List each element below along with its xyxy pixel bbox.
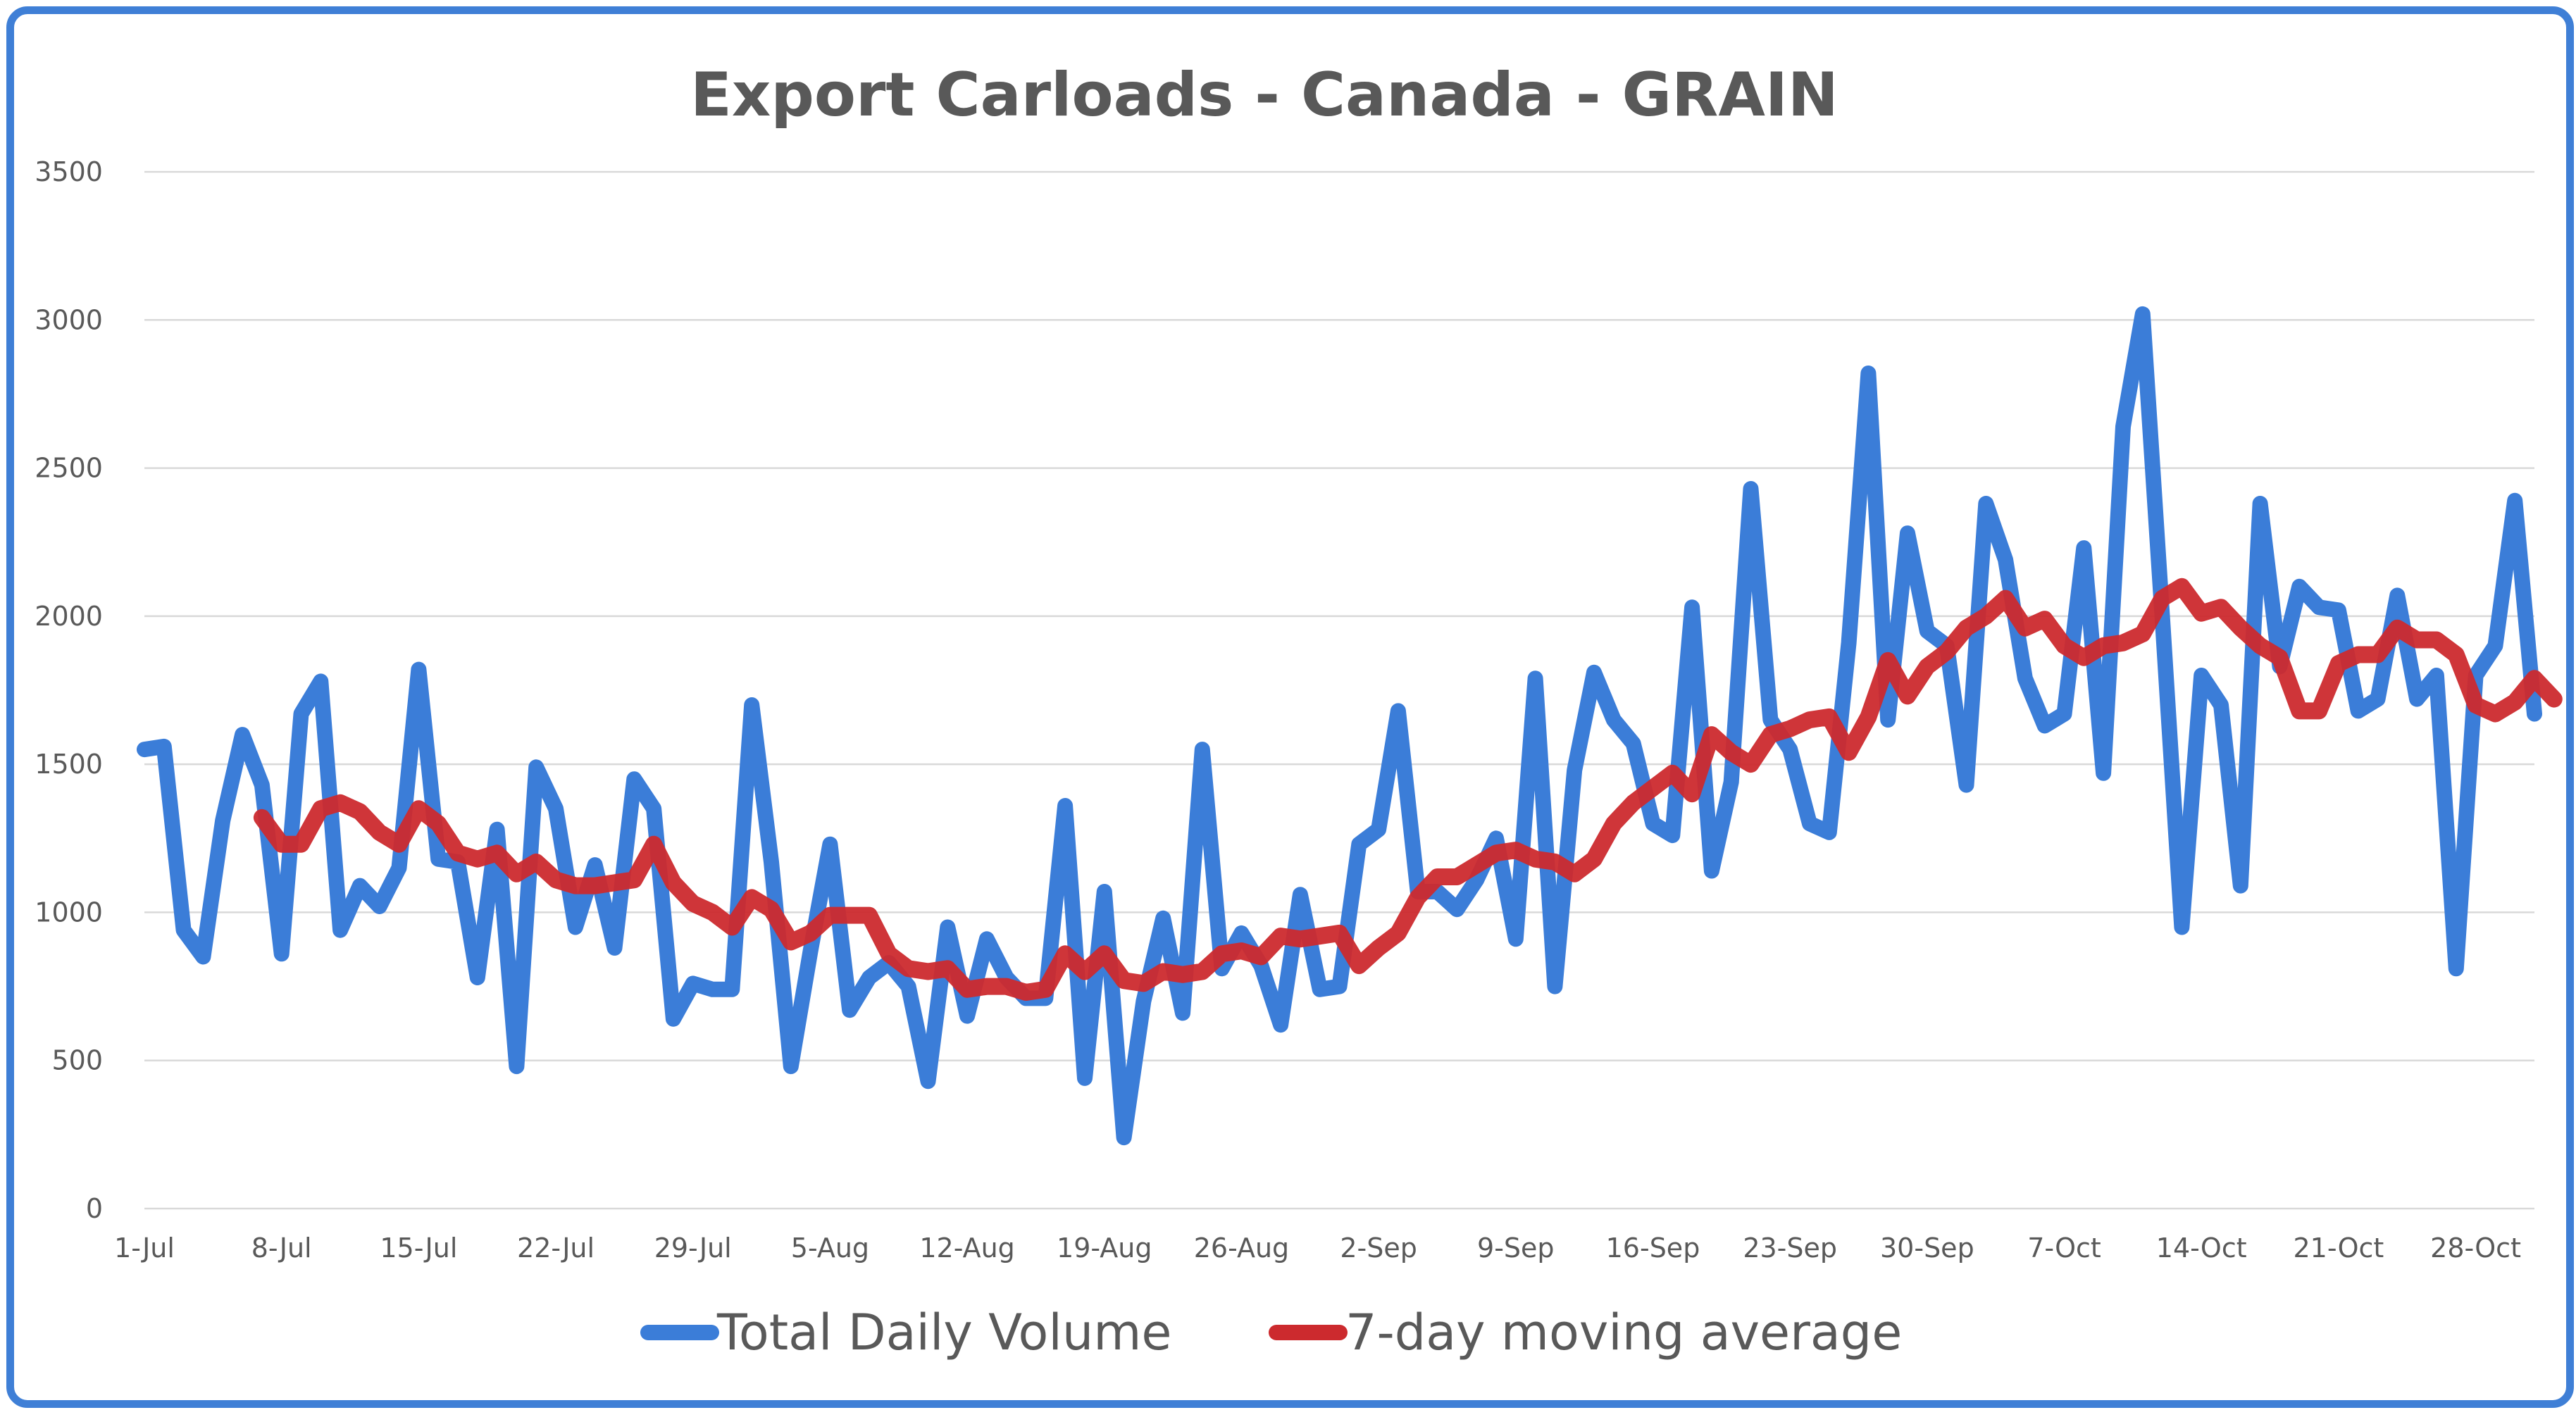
y-axis-ticks: 0 500 1000 1500 2000 2500 3000 3500 bbox=[35, 156, 103, 1224]
x-tick-label-29-jul: 29-Jul bbox=[654, 1233, 732, 1264]
y-tick-label-3500: 3500 bbox=[35, 156, 103, 187]
chart-title: Export Carloads - Canada - GRAIN bbox=[690, 60, 1838, 130]
y-tick-label-2000: 2000 bbox=[35, 601, 103, 632]
x-tick-label-21-oct: 21-Oct bbox=[2293, 1233, 2384, 1264]
x-tick-label-7-oct: 7-Oct bbox=[2027, 1233, 2101, 1264]
series-line-total-daily-volume bbox=[137, 306, 2542, 1146]
series-line-7-day-moving-average bbox=[253, 578, 2563, 1001]
legend-item-7-day-moving-average[interactable]: 7-day moving average bbox=[1269, 1304, 1902, 1361]
x-tick-label-26-aug: 26-Aug bbox=[1194, 1233, 1289, 1264]
x-tick-label-5-aug: 5-Aug bbox=[791, 1233, 869, 1264]
x-tick-label-1-jul: 1-Jul bbox=[114, 1233, 175, 1264]
x-tick-label-9-sep: 9-Sep bbox=[1477, 1233, 1555, 1264]
y-tick-label-500: 500 bbox=[51, 1045, 103, 1076]
x-tick-label-8-jul: 8-Jul bbox=[251, 1233, 312, 1264]
y-tick-label-1500: 1500 bbox=[35, 749, 103, 780]
x-tick-label-14-oct: 14-Oct bbox=[2156, 1233, 2247, 1264]
x-axis-ticks: 1-Jul 8-Jul 15-Jul 22-Jul 29-Jul 5-Aug 12-Aug 1… bbox=[114, 1233, 2521, 1264]
legend-label-7-day-moving-average: 7-day moving average bbox=[1345, 1304, 1902, 1361]
x-tick-label-30-sep: 30-Sep bbox=[1880, 1233, 1974, 1264]
y-tick-label-3000: 3000 bbox=[35, 304, 103, 335]
legend-item-total-daily-volume[interactable]: Total Daily Volume bbox=[640, 1304, 1171, 1361]
y-tick-label-0: 0 bbox=[86, 1193, 103, 1224]
y-tick-label-1000: 1000 bbox=[35, 897, 103, 928]
series-lines bbox=[137, 306, 2563, 1146]
x-tick-label-22-jul: 22-Jul bbox=[517, 1233, 595, 1264]
legend-label-total-daily-volume: Total Daily Volume bbox=[716, 1304, 1171, 1361]
x-tick-label-23-sep: 23-Sep bbox=[1743, 1233, 1837, 1264]
x-tick-label-19-aug: 19-Aug bbox=[1057, 1233, 1152, 1264]
gridlines bbox=[144, 170, 2534, 1210]
x-tick-label-2-sep: 2-Sep bbox=[1340, 1233, 1417, 1264]
y-tick-label-2500: 2500 bbox=[35, 453, 103, 484]
x-tick-label-16-sep: 16-Sep bbox=[1606, 1233, 1700, 1264]
chart-frame: Export Carloads - Canada - GRAIN 0 500 100… bbox=[6, 6, 2574, 1408]
legend: Total Daily Volume 7-day moving average bbox=[640, 1304, 1902, 1361]
x-tick-label-28-oct: 28-Oct bbox=[2430, 1233, 2521, 1264]
x-tick-label-15-jul: 15-Jul bbox=[380, 1233, 457, 1264]
chart-canvas: Export Carloads - Canada - GRAIN 0 500 100… bbox=[35, 60, 2563, 1361]
x-tick-label-12-aug: 12-Aug bbox=[919, 1233, 1014, 1264]
